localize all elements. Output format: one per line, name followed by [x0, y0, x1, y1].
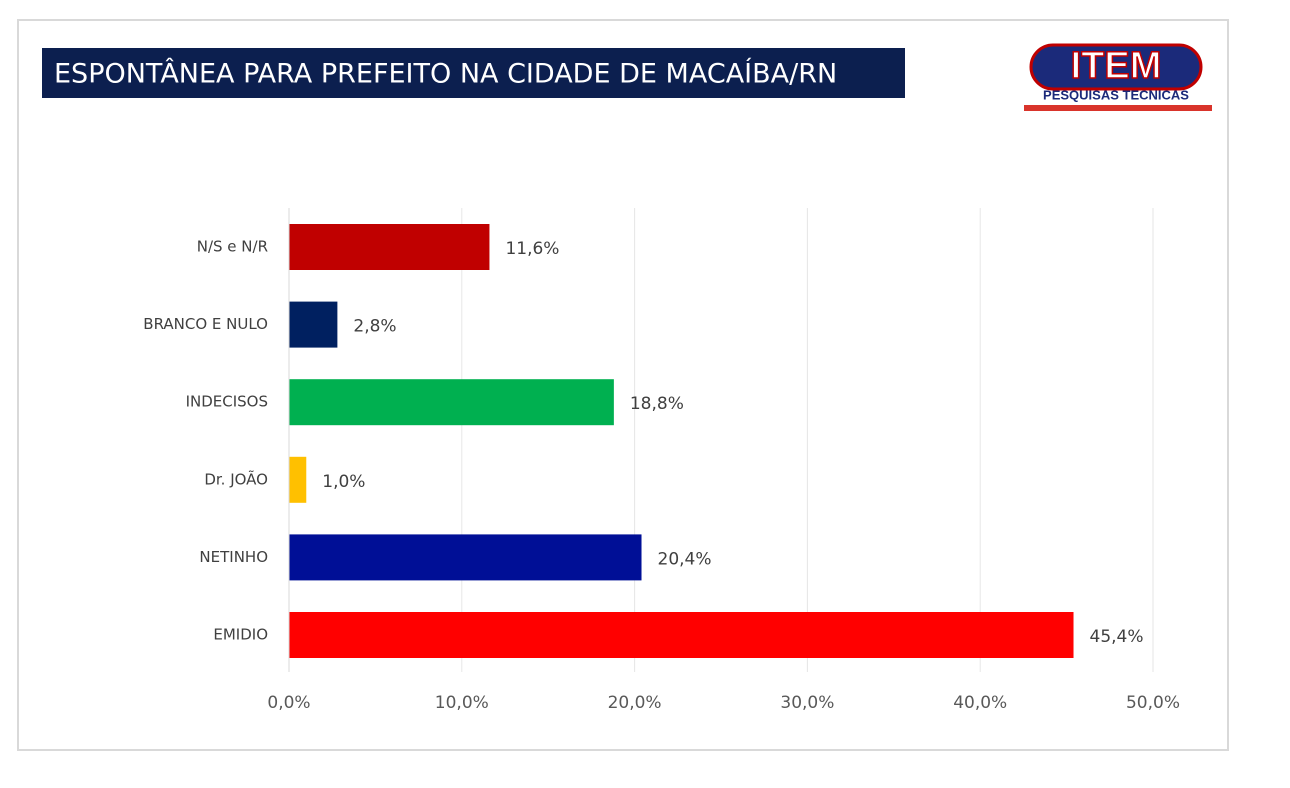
bar — [289, 612, 1074, 658]
y-tick-label: INDECISOS — [186, 393, 268, 411]
data-label: 20,4% — [658, 549, 712, 569]
y-tick-label: EMIDIO — [213, 626, 268, 644]
data-label: 2,8% — [353, 317, 396, 337]
title-banner — [42, 48, 905, 98]
x-tick-label: 0,0% — [267, 693, 310, 713]
bar — [289, 534, 642, 581]
logo-oval — [1029, 43, 1203, 91]
bar — [289, 379, 614, 426]
plot: 0,0% 10,0% 20,0% 30,0% 40,0% 50,0% N/S e N/R 11… — [143, 208, 1180, 713]
y-tick-label: N/S e N/R — [197, 238, 268, 256]
chart-title: ESPONTÂNEA PARA PREFEITO NA CIDADE DE MA… — [54, 58, 837, 90]
y-tick-label: Dr. JOÃO — [204, 469, 268, 488]
data-label: 18,8% — [630, 394, 684, 414]
y-tick-label: NETINHO — [199, 548, 268, 566]
logo: ITEM PESQUISAS TECNICAS — [1024, 43, 1212, 111]
logo-bar — [1024, 105, 1212, 111]
data-label: 45,4% — [1090, 627, 1144, 647]
logo-name: ITEM — [1071, 45, 1162, 87]
x-tick-label: 30,0% — [780, 693, 834, 713]
x-tick-label: 50,0% — [1126, 693, 1180, 713]
bar — [289, 301, 338, 348]
y-tick-label: BRANCO E NULO — [143, 315, 268, 333]
bar — [289, 456, 307, 503]
x-tick-label: 20,0% — [608, 693, 662, 713]
logo-tagline: PESQUISAS TECNICAS — [1043, 87, 1189, 102]
data-label: 1,0% — [322, 472, 365, 492]
x-tick-label: 10,0% — [435, 693, 489, 713]
x-tick-label: 40,0% — [953, 693, 1007, 713]
data-label: 11,6% — [505, 239, 559, 259]
bar — [289, 224, 490, 270]
